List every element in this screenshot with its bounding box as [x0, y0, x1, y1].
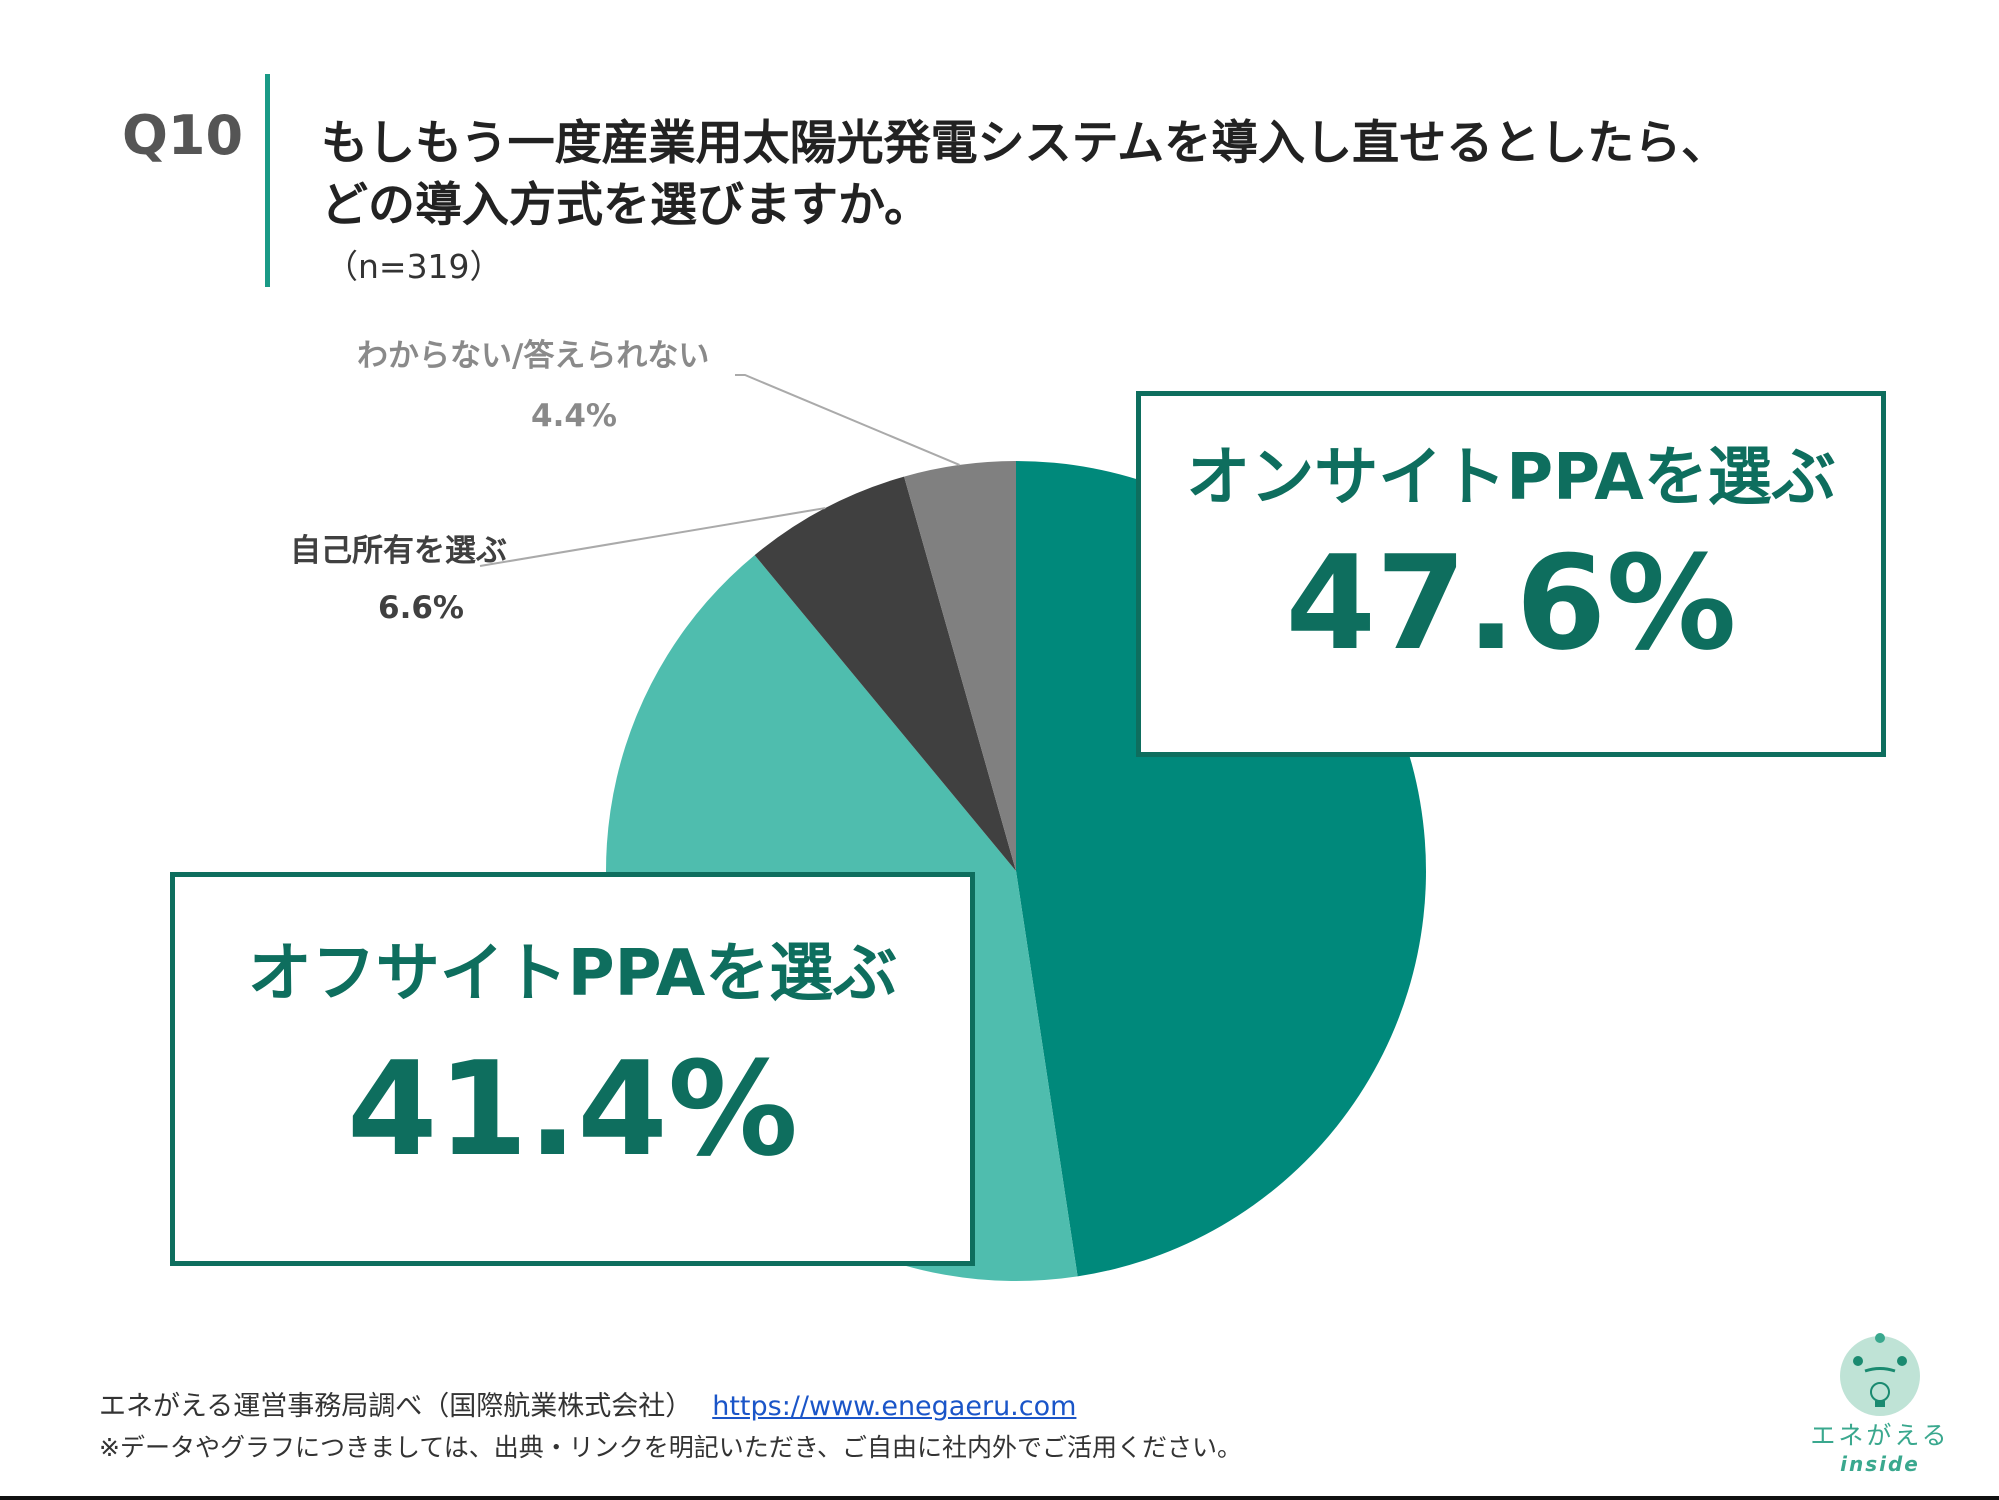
label-self-owned: 自己所有を選ぶ	[290, 533, 507, 569]
title-line-2: どの導入方式を選びますか。	[321, 178, 932, 233]
onsite-callout: オンサイトPPAを選ぶ 47.6%	[1136, 391, 1886, 757]
value-self-owned: 6.6%	[378, 590, 464, 626]
offsite-label: オフサイトPPAを選ぶ	[247, 937, 898, 1011]
usage-note: ※データやグラフにつきましては、出典・リンクを明記いただき、ご自由に社内外でご活…	[99, 1433, 1242, 1462]
sample-size: （n=319）	[325, 247, 503, 286]
leader-line-unknown	[735, 374, 960, 466]
frog-bulb-icon	[1840, 1333, 1920, 1416]
label-unknown: わからない/答えられない	[357, 338, 710, 374]
logo-sub: inside	[1840, 1452, 1920, 1476]
source-link[interactable]: https://www.enegaeru.com	[712, 1391, 1077, 1422]
bottom-border	[0, 1496, 1999, 1500]
title-line-1: もしもう一度産業用太陽光発電システムを導入し直せるとしたら、	[321, 116, 1729, 171]
value-unknown: 4.4%	[531, 398, 617, 434]
offsite-value: 41.4%	[346, 1033, 798, 1185]
offsite-callout: オフサイトPPAを選ぶ 41.4%	[170, 872, 975, 1266]
question-number: Q10	[122, 104, 244, 167]
source-line: エネがえる運営事務局調べ（国際航業株式会社） https://www.enegae…	[99, 1384, 1076, 1423]
onsite-label: オンサイトPPAを選ぶ	[1186, 441, 1836, 515]
onsite-value: 47.6%	[1285, 527, 1737, 679]
logo-name: エネがえる	[1810, 1421, 1950, 1450]
divider	[265, 74, 270, 287]
slice-unknown	[904, 461, 1016, 871]
logo: エネがえる inside	[1810, 1326, 1950, 1476]
slice-self-owned	[754, 476, 1016, 871]
leader-line-self-owned	[479, 507, 826, 567]
source-text: エネがえる運営事務局調べ（国際航業株式会社）	[99, 1391, 693, 1422]
